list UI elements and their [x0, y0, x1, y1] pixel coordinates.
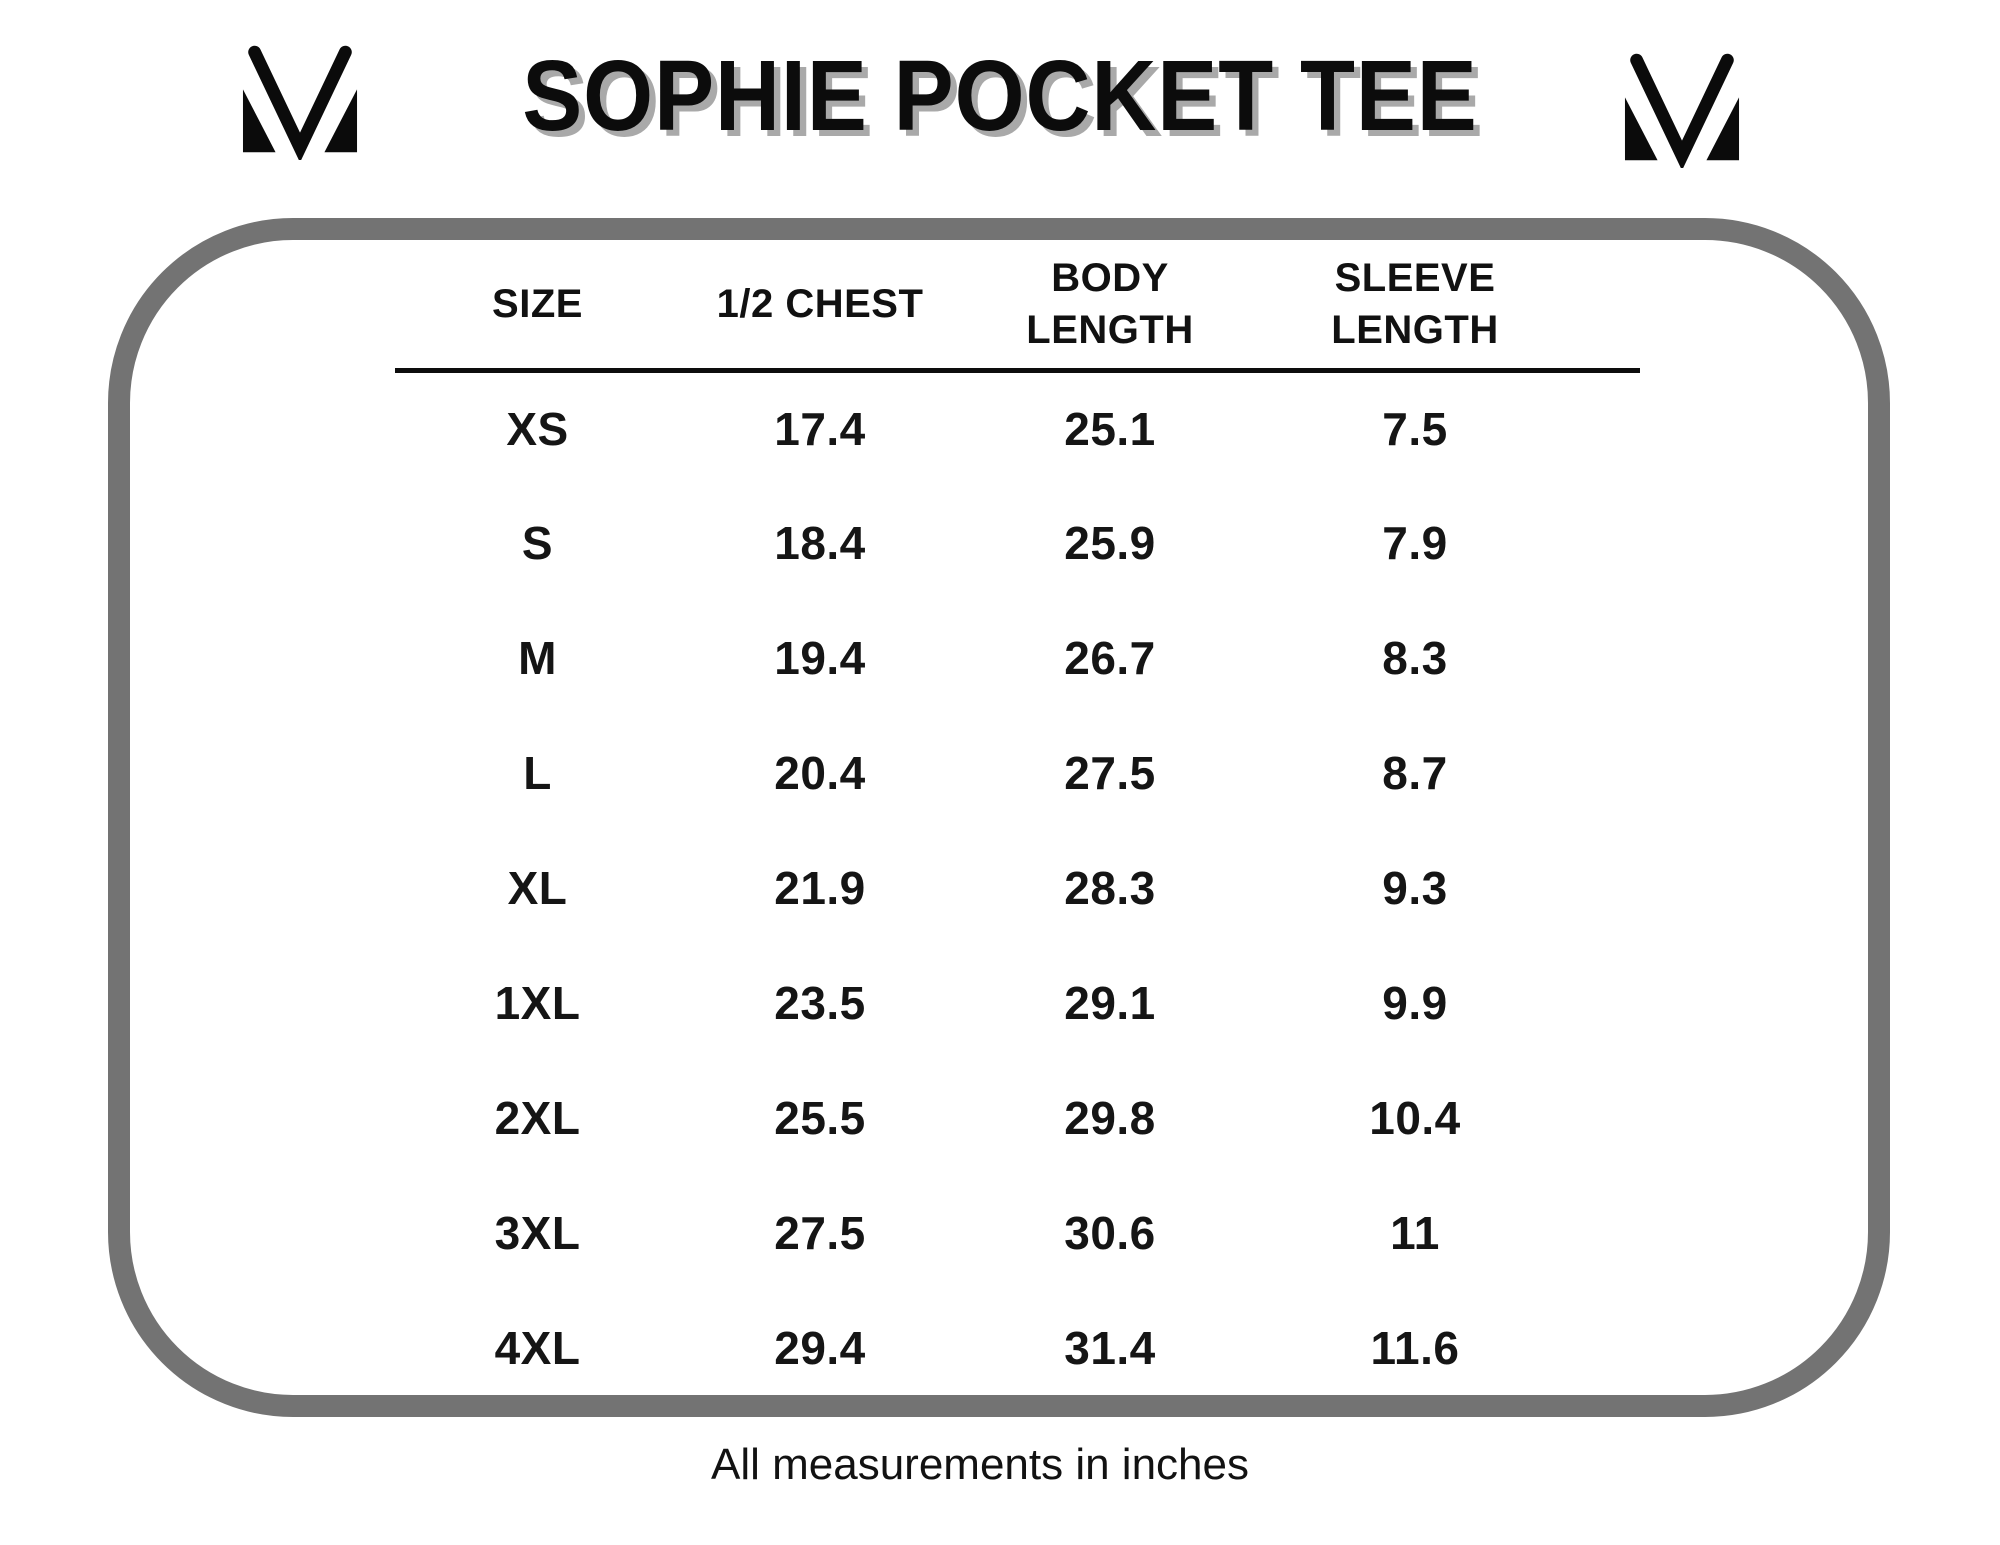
column-header-size: SIZE — [395, 240, 680, 373]
body-length-cell: 30.6 — [1064, 1206, 1156, 1259]
half-chest-cell: 23.5 — [774, 976, 866, 1029]
table-row-4xl: 4XL 29.4 31.4 11.6 — [395, 1290, 1640, 1405]
body-length-cell: 29.1 — [1064, 976, 1156, 1029]
body-length-cell: 31.4 — [1064, 1321, 1156, 1374]
half-chest-cell: 29.4 — [774, 1321, 866, 1374]
size-cell: M — [518, 631, 557, 684]
m-monogram-icon — [1624, 53, 1740, 168]
m-monogram-icon — [242, 45, 358, 160]
half-chest-cell: 17.4 — [774, 402, 866, 455]
sleeve-length-cell: 7.9 — [1382, 516, 1448, 569]
table-row-s: S 18.4 25.9 7.9 — [395, 485, 1640, 600]
table-row-2xl: 2XL 25.5 29.8 10.4 — [395, 1060, 1640, 1175]
table-row-xl: XL 21.9 28.3 9.3 — [395, 830, 1640, 945]
sleeve-length-cell: 9.3 — [1382, 861, 1448, 914]
size-cell: S — [521, 516, 554, 569]
half-chest-cell: 27.5 — [774, 1206, 866, 1259]
half-chest-cell: 18.4 — [774, 516, 866, 569]
column-header-size-label: SIZE — [492, 281, 583, 326]
body-length-cell: 25.1 — [1064, 402, 1156, 455]
column-header-sleeve-length: SLEEVE LENGTH — [1260, 240, 1640, 373]
page-title: SOPHIE POCKET TEE — [522, 40, 1478, 152]
sleeve-length-cell: 11 — [1390, 1206, 1440, 1259]
body-length-cell: 25.9 — [1064, 516, 1156, 569]
body-length-cell: 27.5 — [1064, 746, 1156, 799]
table-row-m: M 19.4 26.7 8.3 — [395, 600, 1640, 715]
column-header-body-length: BODY LENGTH — [960, 240, 1260, 373]
sleeve-length-cell: 10.4 — [1369, 1091, 1461, 1144]
measurements-note: All measurements in inches — [710, 1440, 1249, 1489]
size-table: SIZE 1/2 CHEST BODY LENGTH SLEEVE LENGTH… — [395, 240, 1640, 1405]
table-row-3xl: 3XL 27.5 30.6 11 — [395, 1175, 1640, 1290]
table-row-l: L 20.4 27.5 8.7 — [395, 715, 1640, 830]
size-cell: XS — [506, 402, 569, 455]
table-row-xs: XS 17.4 25.1 7.5 — [395, 370, 1640, 485]
column-header-body-length-label: BODY LENGTH — [1026, 255, 1194, 352]
column-header-half-chest-label: 1/2 CHEST — [716, 281, 924, 326]
size-cell: 4XL — [494, 1321, 581, 1374]
body-length-cell: 29.8 — [1064, 1091, 1156, 1144]
sleeve-length-cell: 9.9 — [1382, 976, 1448, 1029]
half-chest-cell: 19.4 — [774, 631, 866, 684]
size-cell: L — [523, 746, 552, 799]
half-chest-cell: 21.9 — [774, 861, 866, 914]
half-chest-cell: 20.4 — [774, 746, 866, 799]
column-header-half-chest: 1/2 CHEST — [680, 240, 960, 373]
size-cell: XL — [507, 861, 568, 914]
size-cell: 3XL — [494, 1206, 581, 1259]
sleeve-length-cell: 8.7 — [1382, 746, 1448, 799]
column-header-sleeve-length-label: SLEEVE LENGTH — [1331, 255, 1499, 352]
half-chest-cell: 25.5 — [774, 1091, 866, 1144]
body-length-cell: 28.3 — [1064, 861, 1156, 914]
size-cell: 2XL — [494, 1091, 581, 1144]
table-row-1xl: 1XL 23.5 29.1 9.9 — [395, 945, 1640, 1060]
size-chart-frame — [108, 218, 1890, 1417]
sleeve-length-cell: 8.3 — [1382, 631, 1448, 684]
sleeve-length-cell: 7.5 — [1382, 402, 1448, 455]
table-header-row: SIZE 1/2 CHEST BODY LENGTH SLEEVE LENGTH — [395, 240, 1640, 373]
body-length-cell: 26.7 — [1064, 631, 1156, 684]
size-cell: 1XL — [494, 976, 581, 1029]
sleeve-length-cell: 11.6 — [1370, 1321, 1460, 1374]
